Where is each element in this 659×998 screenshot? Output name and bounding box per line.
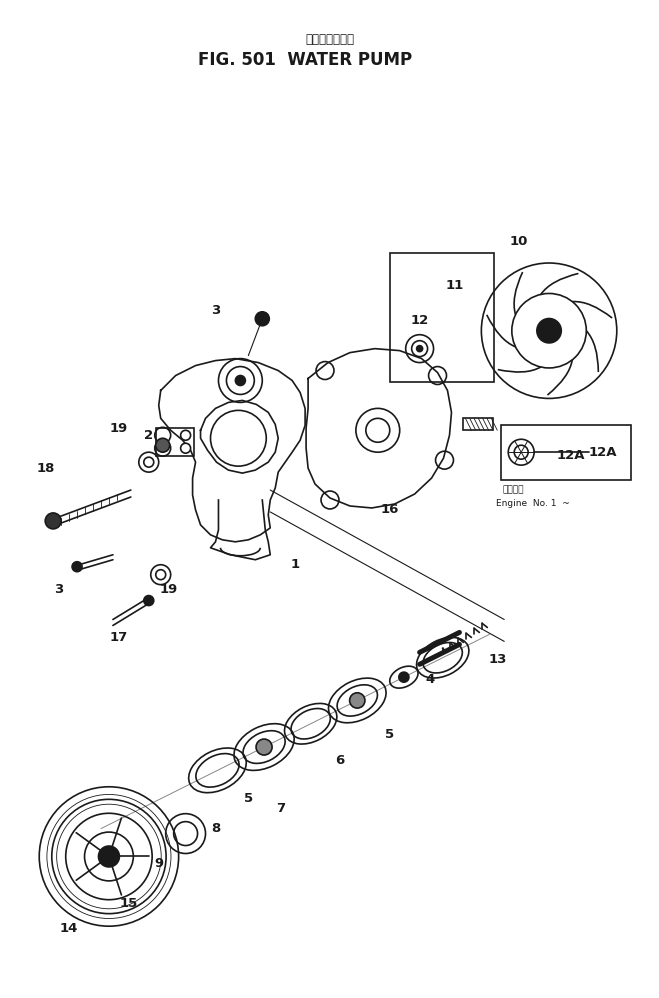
Text: 6: 6 [335,754,345,767]
Text: 5: 5 [244,792,253,805]
Circle shape [156,570,165,580]
Text: ウォータポンプ: ウォータポンプ [306,34,355,47]
Circle shape [350,693,365,709]
Circle shape [235,375,245,385]
Text: 13: 13 [488,653,507,666]
Text: 1: 1 [291,558,300,571]
Circle shape [72,562,82,572]
Text: 3: 3 [211,304,220,317]
Circle shape [416,345,422,351]
Text: 12A: 12A [557,449,585,462]
Text: 11: 11 [445,279,463,292]
Text: 12: 12 [411,314,429,327]
Text: 16: 16 [380,503,399,516]
Circle shape [144,457,154,467]
Bar [463,418,494,430]
Circle shape [156,438,169,452]
Text: 適用号機: 適用号機 [502,486,524,495]
Circle shape [256,740,272,755]
Text: 12A: 12A [589,446,617,459]
Text: 3: 3 [55,583,64,596]
Text: 18: 18 [37,462,55,475]
Circle shape [98,846,119,867]
Bar [156,428,194,456]
Text: 19: 19 [159,583,178,596]
Text: 14: 14 [60,922,78,935]
Circle shape [181,443,190,453]
Circle shape [144,596,154,606]
Bar [389,253,494,382]
Text: Engine  No. 1  ~: Engine No. 1 ~ [496,499,570,508]
Bar [501,425,631,480]
Text: FIG. 501  WATER PUMP: FIG. 501 WATER PUMP [198,51,412,69]
Circle shape [537,318,561,343]
Text: 8: 8 [211,822,220,835]
Circle shape [255,311,270,325]
Text: 4: 4 [425,673,434,686]
Text: 19: 19 [110,422,128,435]
Circle shape [45,513,61,529]
Circle shape [399,672,409,683]
Text: 17: 17 [110,631,128,644]
Text: 5: 5 [385,728,394,741]
Text: 15: 15 [120,897,138,910]
Text: 2: 2 [144,429,154,442]
Circle shape [181,430,190,440]
Text: 9: 9 [154,857,163,870]
Text: 10: 10 [510,235,529,248]
Text: 7: 7 [275,802,285,815]
